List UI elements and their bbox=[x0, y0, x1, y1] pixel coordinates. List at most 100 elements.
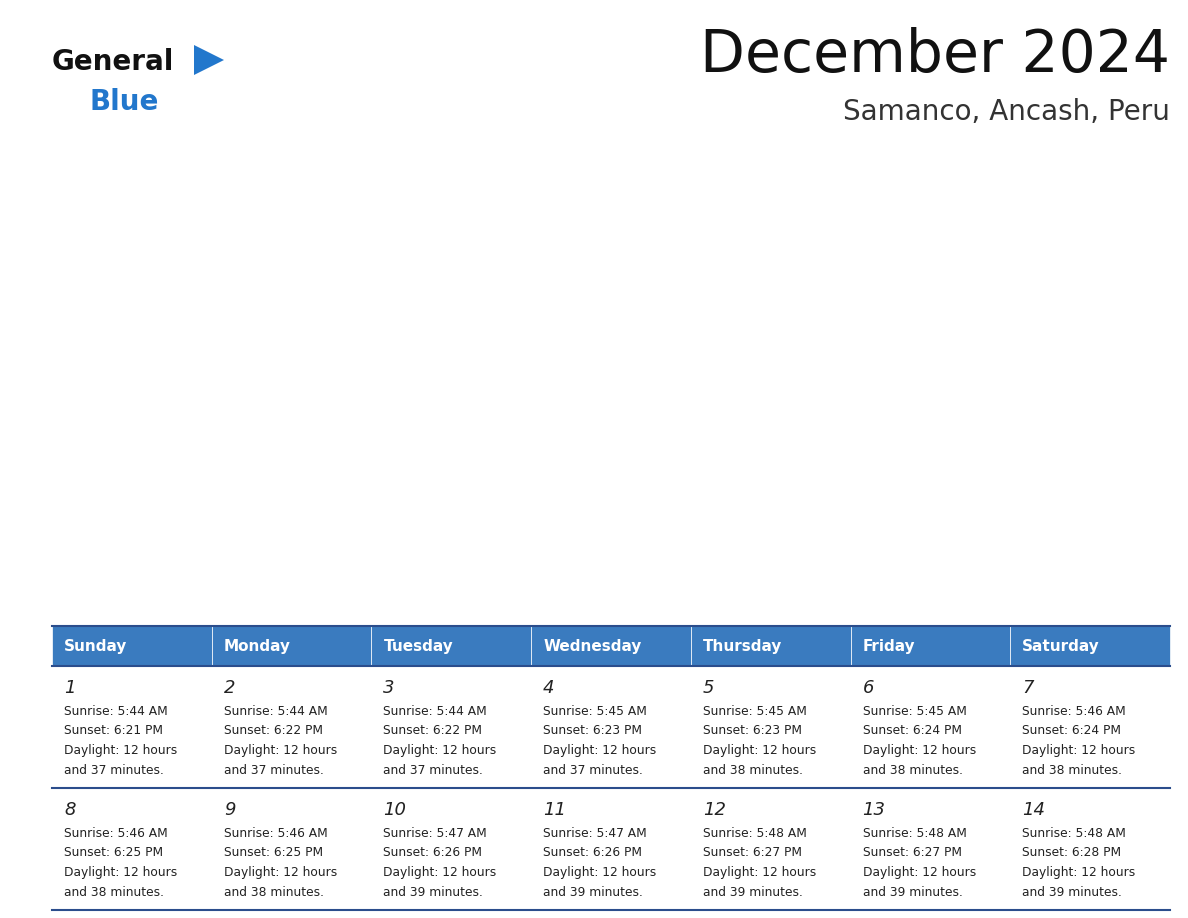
Text: Sunset: 6:27 PM: Sunset: 6:27 PM bbox=[703, 846, 802, 859]
Bar bbox=[372, 666, 531, 788]
Text: 9: 9 bbox=[223, 801, 235, 819]
Bar bbox=[1010, 626, 1170, 666]
Text: 4: 4 bbox=[543, 679, 555, 697]
Bar bbox=[52, 666, 211, 788]
Text: 7: 7 bbox=[1023, 679, 1034, 697]
Text: Daylight: 12 hours: Daylight: 12 hours bbox=[64, 744, 177, 757]
Text: and 38 minutes.: and 38 minutes. bbox=[703, 764, 803, 777]
Bar bbox=[211, 788, 372, 910]
Bar bbox=[1010, 788, 1170, 910]
Text: Sunset: 6:27 PM: Sunset: 6:27 PM bbox=[862, 846, 961, 859]
Bar bbox=[211, 910, 372, 918]
Text: Sunset: 6:22 PM: Sunset: 6:22 PM bbox=[223, 724, 323, 737]
Text: Sunset: 6:26 PM: Sunset: 6:26 PM bbox=[384, 846, 482, 859]
Text: 6: 6 bbox=[862, 679, 874, 697]
Text: Sunset: 6:25 PM: Sunset: 6:25 PM bbox=[223, 846, 323, 859]
Bar bbox=[52, 788, 211, 910]
Bar bbox=[691, 626, 851, 666]
Text: Daylight: 12 hours: Daylight: 12 hours bbox=[1023, 866, 1136, 879]
Bar bbox=[372, 626, 531, 666]
Text: Daylight: 12 hours: Daylight: 12 hours bbox=[1023, 744, 1136, 757]
Text: Sunrise: 5:47 AM: Sunrise: 5:47 AM bbox=[384, 827, 487, 840]
Text: Sunrise: 5:47 AM: Sunrise: 5:47 AM bbox=[543, 827, 647, 840]
Text: Daylight: 12 hours: Daylight: 12 hours bbox=[384, 744, 497, 757]
Text: 14: 14 bbox=[1023, 801, 1045, 819]
Text: Sunset: 6:24 PM: Sunset: 6:24 PM bbox=[1023, 724, 1121, 737]
Text: and 38 minutes.: and 38 minutes. bbox=[1023, 764, 1123, 777]
Text: and 38 minutes.: and 38 minutes. bbox=[862, 764, 962, 777]
Bar bbox=[211, 666, 372, 788]
Text: Daylight: 12 hours: Daylight: 12 hours bbox=[862, 866, 975, 879]
Text: Daylight: 12 hours: Daylight: 12 hours bbox=[223, 866, 337, 879]
Text: Samanco, Ancash, Peru: Samanco, Ancash, Peru bbox=[843, 98, 1170, 126]
Bar bbox=[851, 666, 1010, 788]
Text: Sunset: 6:23 PM: Sunset: 6:23 PM bbox=[543, 724, 643, 737]
Bar bbox=[691, 910, 851, 918]
Bar bbox=[531, 626, 691, 666]
Text: 13: 13 bbox=[862, 801, 885, 819]
Text: and 38 minutes.: and 38 minutes. bbox=[64, 886, 164, 899]
Text: Sunrise: 5:44 AM: Sunrise: 5:44 AM bbox=[223, 705, 328, 718]
Text: General: General bbox=[52, 48, 175, 76]
Bar bbox=[851, 626, 1010, 666]
Text: Daylight: 12 hours: Daylight: 12 hours bbox=[543, 744, 657, 757]
Text: Daylight: 12 hours: Daylight: 12 hours bbox=[703, 866, 816, 879]
Bar bbox=[52, 626, 211, 666]
Bar bbox=[531, 910, 691, 918]
Text: Wednesday: Wednesday bbox=[543, 639, 642, 654]
Bar bbox=[1010, 666, 1170, 788]
Text: Tuesday: Tuesday bbox=[384, 639, 453, 654]
Bar bbox=[531, 788, 691, 910]
Text: Blue: Blue bbox=[90, 88, 159, 116]
Text: Sunrise: 5:44 AM: Sunrise: 5:44 AM bbox=[384, 705, 487, 718]
Polygon shape bbox=[194, 45, 225, 75]
Text: 3: 3 bbox=[384, 679, 394, 697]
Text: Sunset: 6:23 PM: Sunset: 6:23 PM bbox=[703, 724, 802, 737]
Text: Sunrise: 5:48 AM: Sunrise: 5:48 AM bbox=[862, 827, 967, 840]
Text: and 39 minutes.: and 39 minutes. bbox=[703, 886, 803, 899]
Text: and 38 minutes.: and 38 minutes. bbox=[223, 886, 323, 899]
Text: 2: 2 bbox=[223, 679, 235, 697]
Bar bbox=[851, 788, 1010, 910]
Text: Daylight: 12 hours: Daylight: 12 hours bbox=[543, 866, 657, 879]
Text: and 39 minutes.: and 39 minutes. bbox=[543, 886, 643, 899]
Text: Thursday: Thursday bbox=[703, 639, 782, 654]
Bar bbox=[372, 788, 531, 910]
Text: December 2024: December 2024 bbox=[700, 27, 1170, 84]
Text: Sunday: Sunday bbox=[64, 639, 127, 654]
Text: Sunset: 6:25 PM: Sunset: 6:25 PM bbox=[64, 846, 163, 859]
Text: 5: 5 bbox=[703, 679, 714, 697]
Text: 8: 8 bbox=[64, 801, 76, 819]
Text: 10: 10 bbox=[384, 801, 406, 819]
Text: and 39 minutes.: and 39 minutes. bbox=[862, 886, 962, 899]
Text: and 37 minutes.: and 37 minutes. bbox=[223, 764, 323, 777]
Text: Sunrise: 5:46 AM: Sunrise: 5:46 AM bbox=[1023, 705, 1126, 718]
Text: Sunrise: 5:48 AM: Sunrise: 5:48 AM bbox=[1023, 827, 1126, 840]
Text: Sunrise: 5:46 AM: Sunrise: 5:46 AM bbox=[223, 827, 328, 840]
Bar bbox=[211, 626, 372, 666]
Text: Daylight: 12 hours: Daylight: 12 hours bbox=[703, 744, 816, 757]
Text: 11: 11 bbox=[543, 801, 567, 819]
Text: Friday: Friday bbox=[862, 639, 915, 654]
Text: Daylight: 12 hours: Daylight: 12 hours bbox=[384, 866, 497, 879]
Text: Sunrise: 5:45 AM: Sunrise: 5:45 AM bbox=[862, 705, 967, 718]
Text: 1: 1 bbox=[64, 679, 76, 697]
Text: Daylight: 12 hours: Daylight: 12 hours bbox=[64, 866, 177, 879]
Text: Sunrise: 5:45 AM: Sunrise: 5:45 AM bbox=[703, 705, 807, 718]
Bar bbox=[691, 666, 851, 788]
Text: and 39 minutes.: and 39 minutes. bbox=[1023, 886, 1123, 899]
Text: Sunrise: 5:46 AM: Sunrise: 5:46 AM bbox=[64, 827, 168, 840]
Text: Sunset: 6:24 PM: Sunset: 6:24 PM bbox=[862, 724, 961, 737]
Bar bbox=[531, 666, 691, 788]
Text: Sunrise: 5:45 AM: Sunrise: 5:45 AM bbox=[543, 705, 647, 718]
Text: Sunset: 6:26 PM: Sunset: 6:26 PM bbox=[543, 846, 643, 859]
Text: 12: 12 bbox=[703, 801, 726, 819]
Bar bbox=[691, 788, 851, 910]
Text: Sunrise: 5:48 AM: Sunrise: 5:48 AM bbox=[703, 827, 807, 840]
Text: Sunrise: 5:44 AM: Sunrise: 5:44 AM bbox=[64, 705, 168, 718]
Text: and 37 minutes.: and 37 minutes. bbox=[543, 764, 643, 777]
Text: Sunset: 6:21 PM: Sunset: 6:21 PM bbox=[64, 724, 163, 737]
Text: Saturday: Saturday bbox=[1023, 639, 1100, 654]
Bar bbox=[1010, 910, 1170, 918]
Bar bbox=[372, 910, 531, 918]
